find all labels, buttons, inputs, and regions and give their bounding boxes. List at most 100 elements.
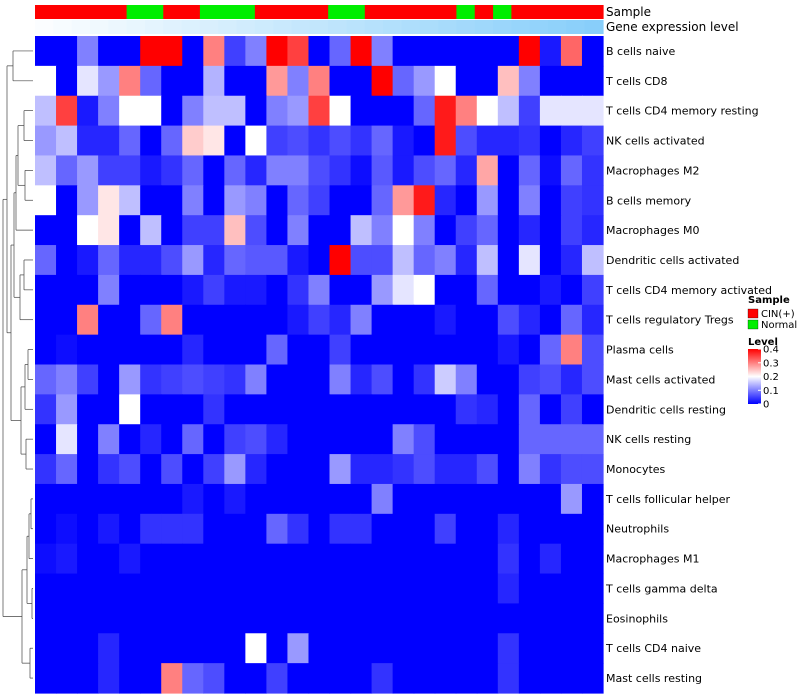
heatmap-cell [518,543,541,575]
heatmap-cell [182,155,204,186]
heatmap-cell [308,95,331,127]
heatmap-cell [518,483,541,515]
heatmap-cell [245,95,268,127]
heatmap-cell [518,663,541,694]
heatmap-cell [77,215,99,246]
heatmap-cell [203,65,225,97]
heatmap-cell [455,36,478,67]
heatmap-cell [224,245,246,276]
heatmap-cell [98,513,120,545]
heatmap-cell [119,663,141,694]
heatmap-cell [434,543,457,575]
heatmap-cell [245,603,268,634]
heatmap-cell [224,334,246,366]
heatmap-cell [497,245,520,276]
heatmap-cell [77,274,99,306]
heatmap-cell [392,185,415,216]
heatmap-cell [182,663,204,694]
heatmap-cell [434,394,457,425]
heatmap-cell [497,36,520,67]
legend-tick-label: 0 [763,400,769,411]
heatmap-cell [266,185,289,216]
heatmap-cell [476,394,499,425]
heatmap-cell [413,155,436,186]
heatmap-cell [98,245,120,276]
expression-track-cell [35,20,54,34]
heatmap-cell [434,424,457,455]
heatmap-cell [329,245,352,276]
expression-track-cell [511,20,531,34]
heatmap-cell [203,483,225,515]
heatmap-cell [224,185,246,216]
heatmap-cell [245,65,268,97]
sample-track-cell [71,5,91,19]
sample-track-cell [53,5,73,19]
heatmap-cell [371,185,394,216]
heatmap-cell [308,394,331,425]
sample-track-cell [254,5,274,19]
heatmap-cell [560,125,583,157]
heatmap-cell [581,394,604,425]
heatmap-cell [182,274,204,306]
sample-track-cell [273,5,293,19]
heatmap-cell [371,424,394,455]
heatmap-cell [161,573,183,605]
heatmap-cell [161,274,183,306]
heatmap-cell [371,304,394,336]
heatmap-cell [98,304,120,336]
heatmap-cell [203,155,225,186]
sample-track-cell [493,5,512,19]
heatmap-cell [77,483,99,515]
heatmap-cell [518,394,541,425]
heatmap-cell [539,215,562,246]
row-label: B cells memory [606,194,692,207]
heatmap-cell [140,633,162,664]
heatmap-cell [35,155,57,186]
expression-track-cell [328,20,348,34]
heatmap-cell [308,185,331,216]
heatmap-cell [266,603,289,634]
heatmap-cell [413,245,436,276]
heatmap-cell [539,394,562,425]
heatmap-cell [497,663,520,694]
heatmap-cell [203,95,225,127]
heatmap-cell [371,663,394,694]
heatmap-cell [245,125,268,157]
heatmap-cell [203,185,225,216]
heatmap-cell [56,185,78,216]
heatmap-cell [266,573,289,605]
heatmap-cell [560,394,583,425]
heatmap-cell [119,274,141,306]
heatmap-cell [476,245,499,276]
heatmap-cell [161,424,183,455]
heatmap-cell [560,185,583,216]
heatmap-cell [476,215,499,246]
heatmap-cell [119,334,141,366]
heatmap-cell [245,513,268,545]
heatmap-cell [161,513,183,545]
legend-tick-label: 0.1 [763,386,779,397]
heatmap-cell [77,663,99,694]
row-label: T cells CD4 naive [605,642,701,655]
heatmap-cell [119,454,141,485]
heatmap-cell [392,394,415,425]
heatmap-cell [266,424,289,455]
sample-track-cell [218,5,238,19]
sample-track-cell [236,5,256,19]
heatmap-cell [56,633,78,664]
sample-track-cell [438,5,458,19]
heatmap-cell [476,304,499,336]
heatmap-cell [497,95,520,127]
row-label: NK cells resting [606,433,691,446]
heatmap-cell [56,424,78,455]
heatmap-cell [455,274,478,306]
heatmap-cell [581,483,604,515]
heatmap-cell [518,125,541,157]
row-label: Mast cells resting [606,672,702,685]
heatmap-cell [203,573,225,605]
expression-track-cell [71,20,91,34]
heatmap-cell [497,304,520,336]
heatmap-cell [413,125,436,157]
expression-track-cell [346,20,366,34]
heatmap-cell [140,334,162,366]
